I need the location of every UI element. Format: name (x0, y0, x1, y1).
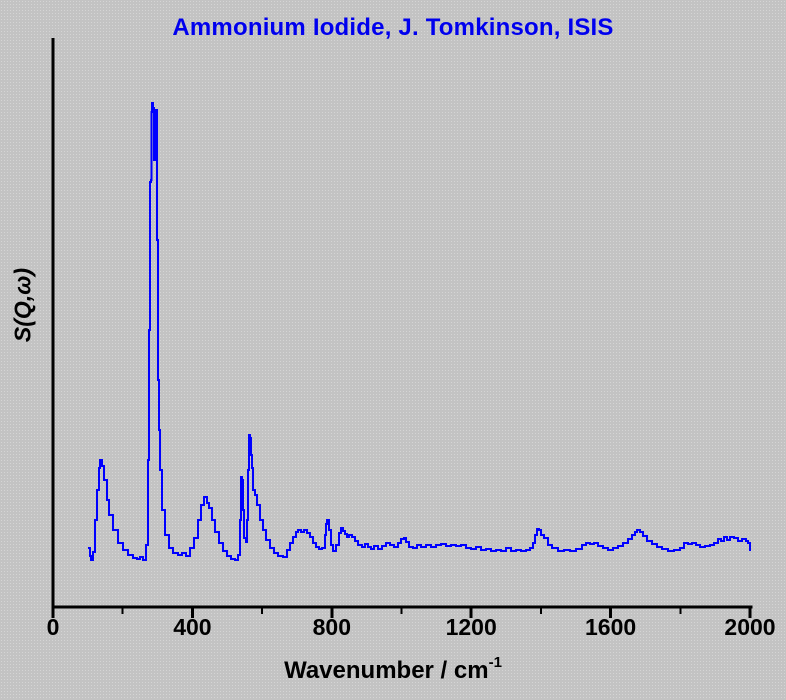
x-tick-label-800: 800 (312, 614, 351, 640)
x-major-tick (51, 607, 55, 618)
axes (51, 38, 753, 618)
x-minor-tick (121, 607, 124, 614)
x-tick-label-400: 400 (173, 614, 212, 640)
spectrum-line (87, 102, 751, 561)
x-axis-label: Wavenumber / cm-1 (0, 654, 786, 685)
x-tick-label-1600: 1600 (585, 614, 637, 640)
x-major-tick (748, 607, 752, 618)
x-major-tick (469, 607, 473, 618)
x-major-tick (190, 607, 194, 618)
x-major-tick (609, 607, 613, 618)
x-minor-tick (679, 607, 682, 614)
x-minor-tick (539, 607, 542, 614)
x-tick-label-2000: 2000 (724, 614, 776, 640)
x-major-tick (330, 607, 334, 618)
x-tick-label-1200: 1200 (445, 614, 497, 640)
x-tick-label-0: 0 (46, 614, 60, 640)
x-minor-tick (400, 607, 403, 614)
x-axis-label-exponent: -1 (488, 654, 502, 671)
chart-title: Ammonium Iodide, J. Tomkinson, ISIS (172, 14, 614, 41)
y-axis-line (51, 38, 55, 609)
x-minor-tick (261, 607, 264, 614)
x-axis-label-text: Wavenumber / cm (284, 657, 489, 684)
